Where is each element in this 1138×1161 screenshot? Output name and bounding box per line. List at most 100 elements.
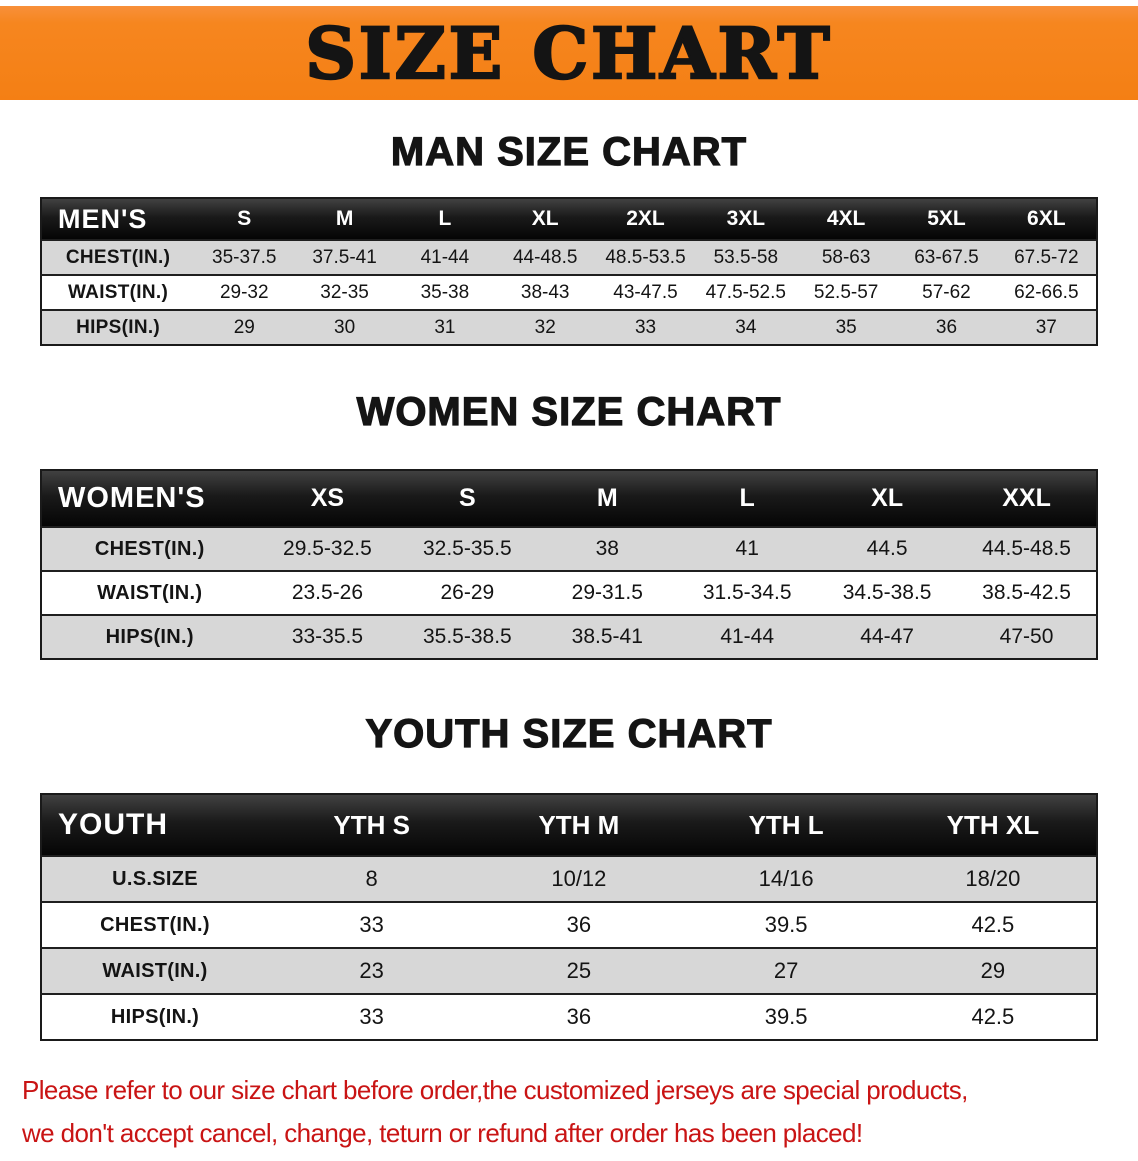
value-cell: 10/12 [551,866,607,891]
row-label-cell: HIPS(IN.) [105,625,194,648]
column-header-cell: 5XL [896,198,997,240]
value-cell: 30 [334,316,356,338]
value-cell: 44-48.5 [512,246,578,268]
value-cell: 34.5-38.5 [842,581,932,604]
column-header-cell: S [194,198,295,240]
column-header-cell: XS [257,470,398,527]
youth-size-table: YOUTH YTH S YTH M YTH L YTH XL U.S.SIZE 8 10/12… [40,793,1098,1041]
column-header-cell: L [677,470,818,527]
value-cell: 53.5-58 [713,246,779,268]
value-cell: 29-32 [219,281,269,303]
value-cell: 18/20 [965,866,1021,891]
banner: SIZE CHART [0,6,1138,100]
value-cell: 23.5-26 [291,581,364,604]
value-cell: 34 [735,316,757,338]
value-cell: 36 [935,316,958,338]
value-cell: 44.5 [866,537,908,560]
value-cell: 39.5 [764,912,808,937]
table-header-row: YOUTH YTH S YTH M YTH L YTH XL [41,794,1097,856]
value-cell: 41-44 [420,246,470,268]
value-cell: 44.5-48.5 [982,537,1071,560]
value-cell: 57-62 [922,281,971,303]
column-header-cell: XL [495,198,596,240]
value-cell: 38.5-41 [571,625,643,648]
value-cell: 35-38 [420,281,470,303]
table-row: CHEST(IN.) 35-37.5 37.5-41 41-44 44-48.5 48.5… [41,240,1097,275]
value-cell: 35 [835,316,857,338]
value-cell: 37 [1035,316,1057,338]
value-cell: 42.5 [971,1004,1015,1029]
value-cell: 31 [434,316,456,338]
column-header-cell: L [394,198,496,240]
value-cell: 32 [534,316,556,338]
youth-section-heading: YOUTH SIZE CHART [365,711,773,756]
column-header-cell: YTH M [475,794,683,856]
table-row: HIPS(IN.) 33-35.5 35.5-38.5 38.5-41 41-44 44-… [41,615,1097,659]
row-label-cell: CHEST(IN.) [65,246,171,268]
value-cell: 38.5-42.5 [982,581,1071,604]
value-cell: 63-67.5 [914,246,979,268]
women-size-table: WOMEN'S XS S M L XL XXL CHEST(IN.) 29.5-32.5 32.5… [40,469,1098,660]
value-cell: 35.5-38.5 [422,625,512,648]
youth-size-section: YOUTH SIZE CHART YOUTH YTH S YTH M YTH L YTH… [0,711,1138,1041]
value-cell: 23 [359,958,384,983]
table-row: WAIST(IN.) 23.5-26 26-29 29-31.5 31.5-34.5 34… [41,571,1097,615]
notice-line-2: we don't accept cancel, change, teturn o… [22,1118,863,1148]
table-row: U.S.SIZE 8 10/12 14/16 18/20 [41,856,1097,902]
value-cell: 33 [359,1004,384,1029]
value-cell: 27 [773,958,799,983]
column-header-cell: YTH XL [889,794,1097,856]
table-header-row: WOMEN'S XS S M L XL XXL [41,470,1097,527]
value-cell: 44-47 [860,625,914,648]
column-header-cell: XXL [957,470,1097,527]
value-cell: 67.5-72 [1014,246,1079,268]
value-cell: 29 [980,958,1006,983]
value-cell: 47.5-52.5 [705,281,786,303]
row-label-cell: CHEST(IN.) [94,537,205,560]
value-cell: 62-66.5 [1014,281,1079,303]
row-label-cell: U.S.SIZE [112,867,198,890]
table-header-row: MEN'S S M L XL 2XL 3XL 4XL 5XL 6XL [41,198,1097,240]
women-section-heading: WOMEN SIZE CHART [356,389,782,434]
women-size-section: WOMEN SIZE CHART WOMEN'S XS S M L XL XXL CHEST(… [0,389,1138,660]
column-header-cell: 2XL [595,198,696,240]
column-header-cell: YTH L [682,794,890,856]
row-label-cell: WAIST(IN.) [97,581,203,604]
value-cell: 32-35 [320,281,369,303]
value-cell: 31.5-34.5 [702,581,792,604]
men-size-section: MAN SIZE CHART MEN'S S M L XL 2XL 3XL 4XL 5XL 6XL… [0,129,1138,346]
table-row: HIPS(IN.) 33 36 39.5 42.5 [41,994,1097,1040]
value-cell: 29 [233,316,255,338]
column-header-cell: 6XL [996,198,1097,240]
table-row: WAIST(IN.) 23 25 27 29 [41,948,1097,994]
value-cell: 32.5-35.5 [422,537,512,560]
value-cell: 41 [735,537,759,560]
table-row: CHEST(IN.) 29.5-32.5 32.5-35.5 38 41 44.5 44.5… [41,527,1097,571]
value-cell: 33 [634,316,657,338]
value-cell: 43-47.5 [613,281,678,303]
notice-line-1: Please refer to our size chart before or… [22,1075,968,1105]
table-title-cell: MEN'S [41,198,195,240]
value-cell: 25 [566,958,592,983]
value-cell: 33-35.5 [291,625,364,648]
men-section-heading: MAN SIZE CHART [390,129,748,174]
value-cell: 38-43 [520,281,570,303]
footer-notice: Please refer to our size chart before or… [0,1075,1138,1149]
table-title-cell: YOUTH [41,794,269,856]
column-header-cell: 3XL [695,198,796,240]
value-cell: 58-63 [821,246,871,268]
value-cell: 33 [359,912,384,937]
value-cell: 42.5 [971,912,1015,937]
size-chart-page: SIZE CHART MAN SIZE CHART MEN'S S M L XL 2XL 3… [0,6,1138,1149]
value-cell: 38 [595,537,619,560]
value-cell: 8 [365,866,378,891]
banner-title: SIZE CHART [304,10,833,96]
value-cell: 48.5-53.5 [605,246,686,268]
table-title-cell: WOMEN'S [41,470,258,527]
value-cell: 41-44 [720,625,775,648]
column-header-cell: M [294,198,395,240]
row-label-cell: CHEST(IN.) [100,913,210,936]
value-cell: 35-37.5 [212,246,277,268]
value-cell: 29.5-32.5 [283,537,372,560]
value-cell: 36 [566,1004,592,1029]
